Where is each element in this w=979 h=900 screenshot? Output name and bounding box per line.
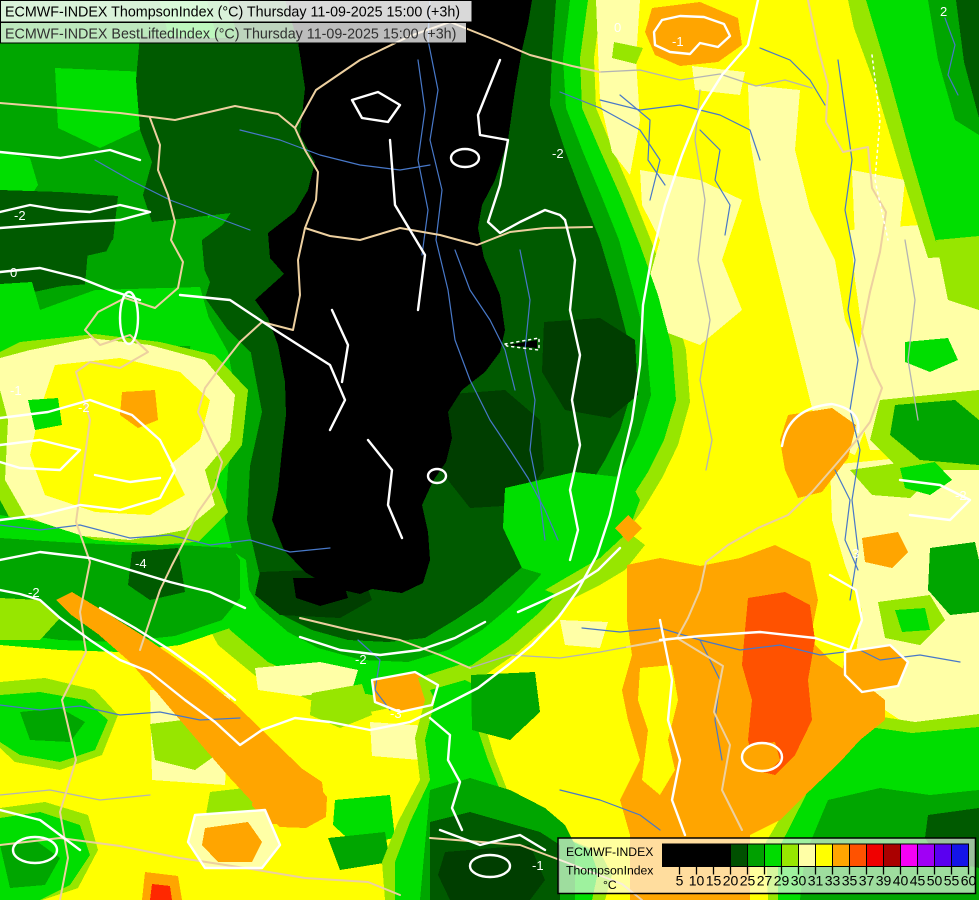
svg-text:20: 20 <box>723 873 739 889</box>
svg-text:27: 27 <box>757 873 773 889</box>
svg-text:°C: °C <box>603 878 617 892</box>
svg-text:-2: -2 <box>78 400 90 415</box>
svg-text:ECMWF-INDEX BestLiftedIndex (°: ECMWF-INDEX BestLiftedIndex (°C) Thursda… <box>5 27 456 43</box>
svg-text:ThompsonIndex: ThompsonIndex <box>566 864 653 878</box>
svg-text:ECMWF-INDEX: ECMWF-INDEX <box>566 845 653 859</box>
svg-text:-3: -3 <box>390 706 402 721</box>
svg-text:40: 40 <box>893 873 909 889</box>
svg-text:39: 39 <box>876 873 892 889</box>
svg-text:3: 3 <box>852 546 859 561</box>
svg-text:29: 29 <box>774 873 790 889</box>
svg-text:45: 45 <box>910 873 926 889</box>
svg-text:30: 30 <box>791 873 807 889</box>
svg-text:-2: -2 <box>955 488 967 503</box>
svg-text:50: 50 <box>927 873 943 889</box>
svg-text:31: 31 <box>808 873 824 889</box>
svg-text:ECMWF-INDEX ThompsonIndex (°C): ECMWF-INDEX ThompsonIndex (°C) Thursday … <box>5 5 460 21</box>
svg-text:5: 5 <box>676 873 684 889</box>
svg-text:0: 0 <box>10 265 17 280</box>
svg-text:33: 33 <box>825 873 841 889</box>
svg-text:-2: -2 <box>355 652 367 667</box>
svg-text:-1: -1 <box>672 34 684 49</box>
svg-text:2: 2 <box>940 4 947 19</box>
svg-text:-2: -2 <box>14 208 26 223</box>
svg-text:-1: -1 <box>532 858 544 873</box>
svg-text:-1: -1 <box>10 383 22 398</box>
svg-text:35: 35 <box>842 873 858 889</box>
svg-text:-4: -4 <box>135 556 147 571</box>
svg-text:-2: -2 <box>28 585 40 600</box>
svg-text:55: 55 <box>944 873 960 889</box>
svg-text:60: 60 <box>961 873 977 889</box>
svg-text:10: 10 <box>689 873 705 889</box>
svg-text:25: 25 <box>740 873 756 889</box>
svg-text:37: 37 <box>859 873 875 889</box>
svg-text:15: 15 <box>706 873 722 889</box>
svg-text:-2: -2 <box>552 146 564 161</box>
svg-text:0: 0 <box>614 20 621 35</box>
